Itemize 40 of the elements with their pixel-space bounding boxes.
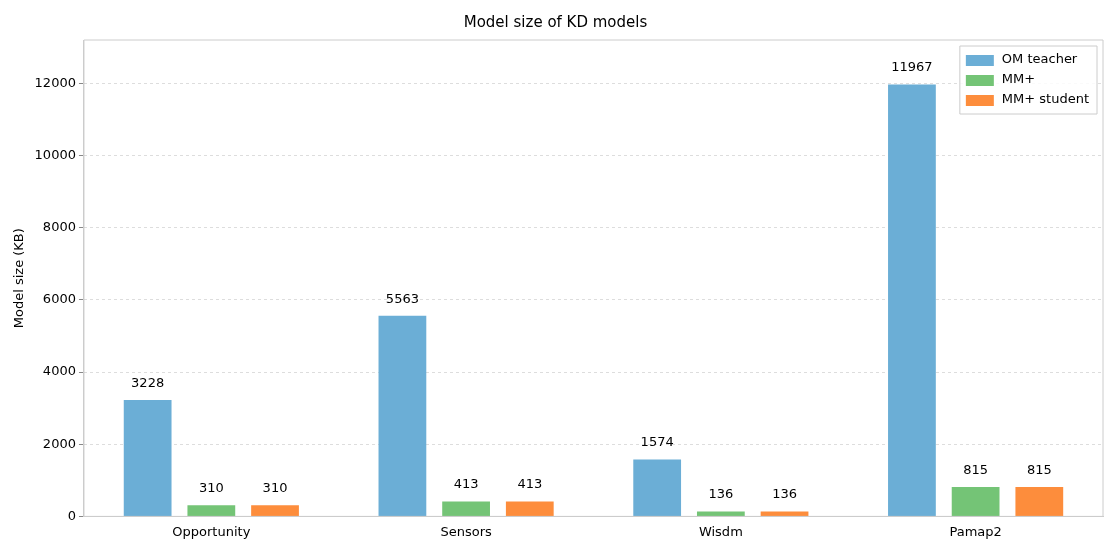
y-tick-label: 8000 — [42, 219, 76, 235]
data-label: 1574 — [640, 434, 674, 450]
data-label: 11967 — [891, 59, 933, 75]
data-label: 136 — [708, 486, 734, 502]
data-label: 310 — [262, 480, 288, 496]
bar — [187, 505, 236, 516]
y-tick-label: 12000 — [34, 74, 76, 90]
bar — [1015, 486, 1064, 516]
data-label: 3228 — [131, 374, 165, 390]
legend-label: MM+ — [1001, 71, 1036, 87]
data-label: 136 — [772, 486, 797, 502]
bar — [505, 501, 554, 516]
bar — [760, 511, 809, 516]
legend-label: OM teacher — [1001, 51, 1078, 67]
y-axis-title: Model size (KB) — [11, 228, 27, 329]
x-tick-label: Sensors — [440, 523, 492, 539]
chart-title: Model size of KD models — [463, 12, 648, 31]
y-tick-label: 10000 — [34, 146, 76, 162]
y-tick-label: 4000 — [42, 363, 76, 379]
data-label: 5563 — [385, 290, 419, 306]
data-label: 310 — [198, 480, 224, 496]
bar — [123, 399, 172, 516]
legend-label: MM+ student — [1001, 91, 1089, 107]
data-label: 413 — [517, 476, 543, 492]
bar — [633, 459, 682, 516]
x-tick-label: Pamap2 — [949, 523, 1002, 539]
x-tick-label: Wisdm — [698, 523, 743, 539]
bar — [442, 501, 490, 516]
data-label: 815 — [1026, 461, 1052, 477]
data-label: 413 — [453, 476, 479, 492]
y-tick-label: 0 — [67, 507, 76, 523]
x-tick-label: Opportunity — [172, 523, 251, 539]
bar — [378, 315, 427, 516]
y-tick-label: 6000 — [42, 291, 76, 307]
bar — [696, 511, 745, 516]
bar — [888, 84, 936, 516]
bar — [951, 486, 1000, 516]
bar — [251, 505, 299, 516]
data-label: 815 — [963, 461, 989, 477]
y-tick-label: 2000 — [42, 435, 76, 451]
